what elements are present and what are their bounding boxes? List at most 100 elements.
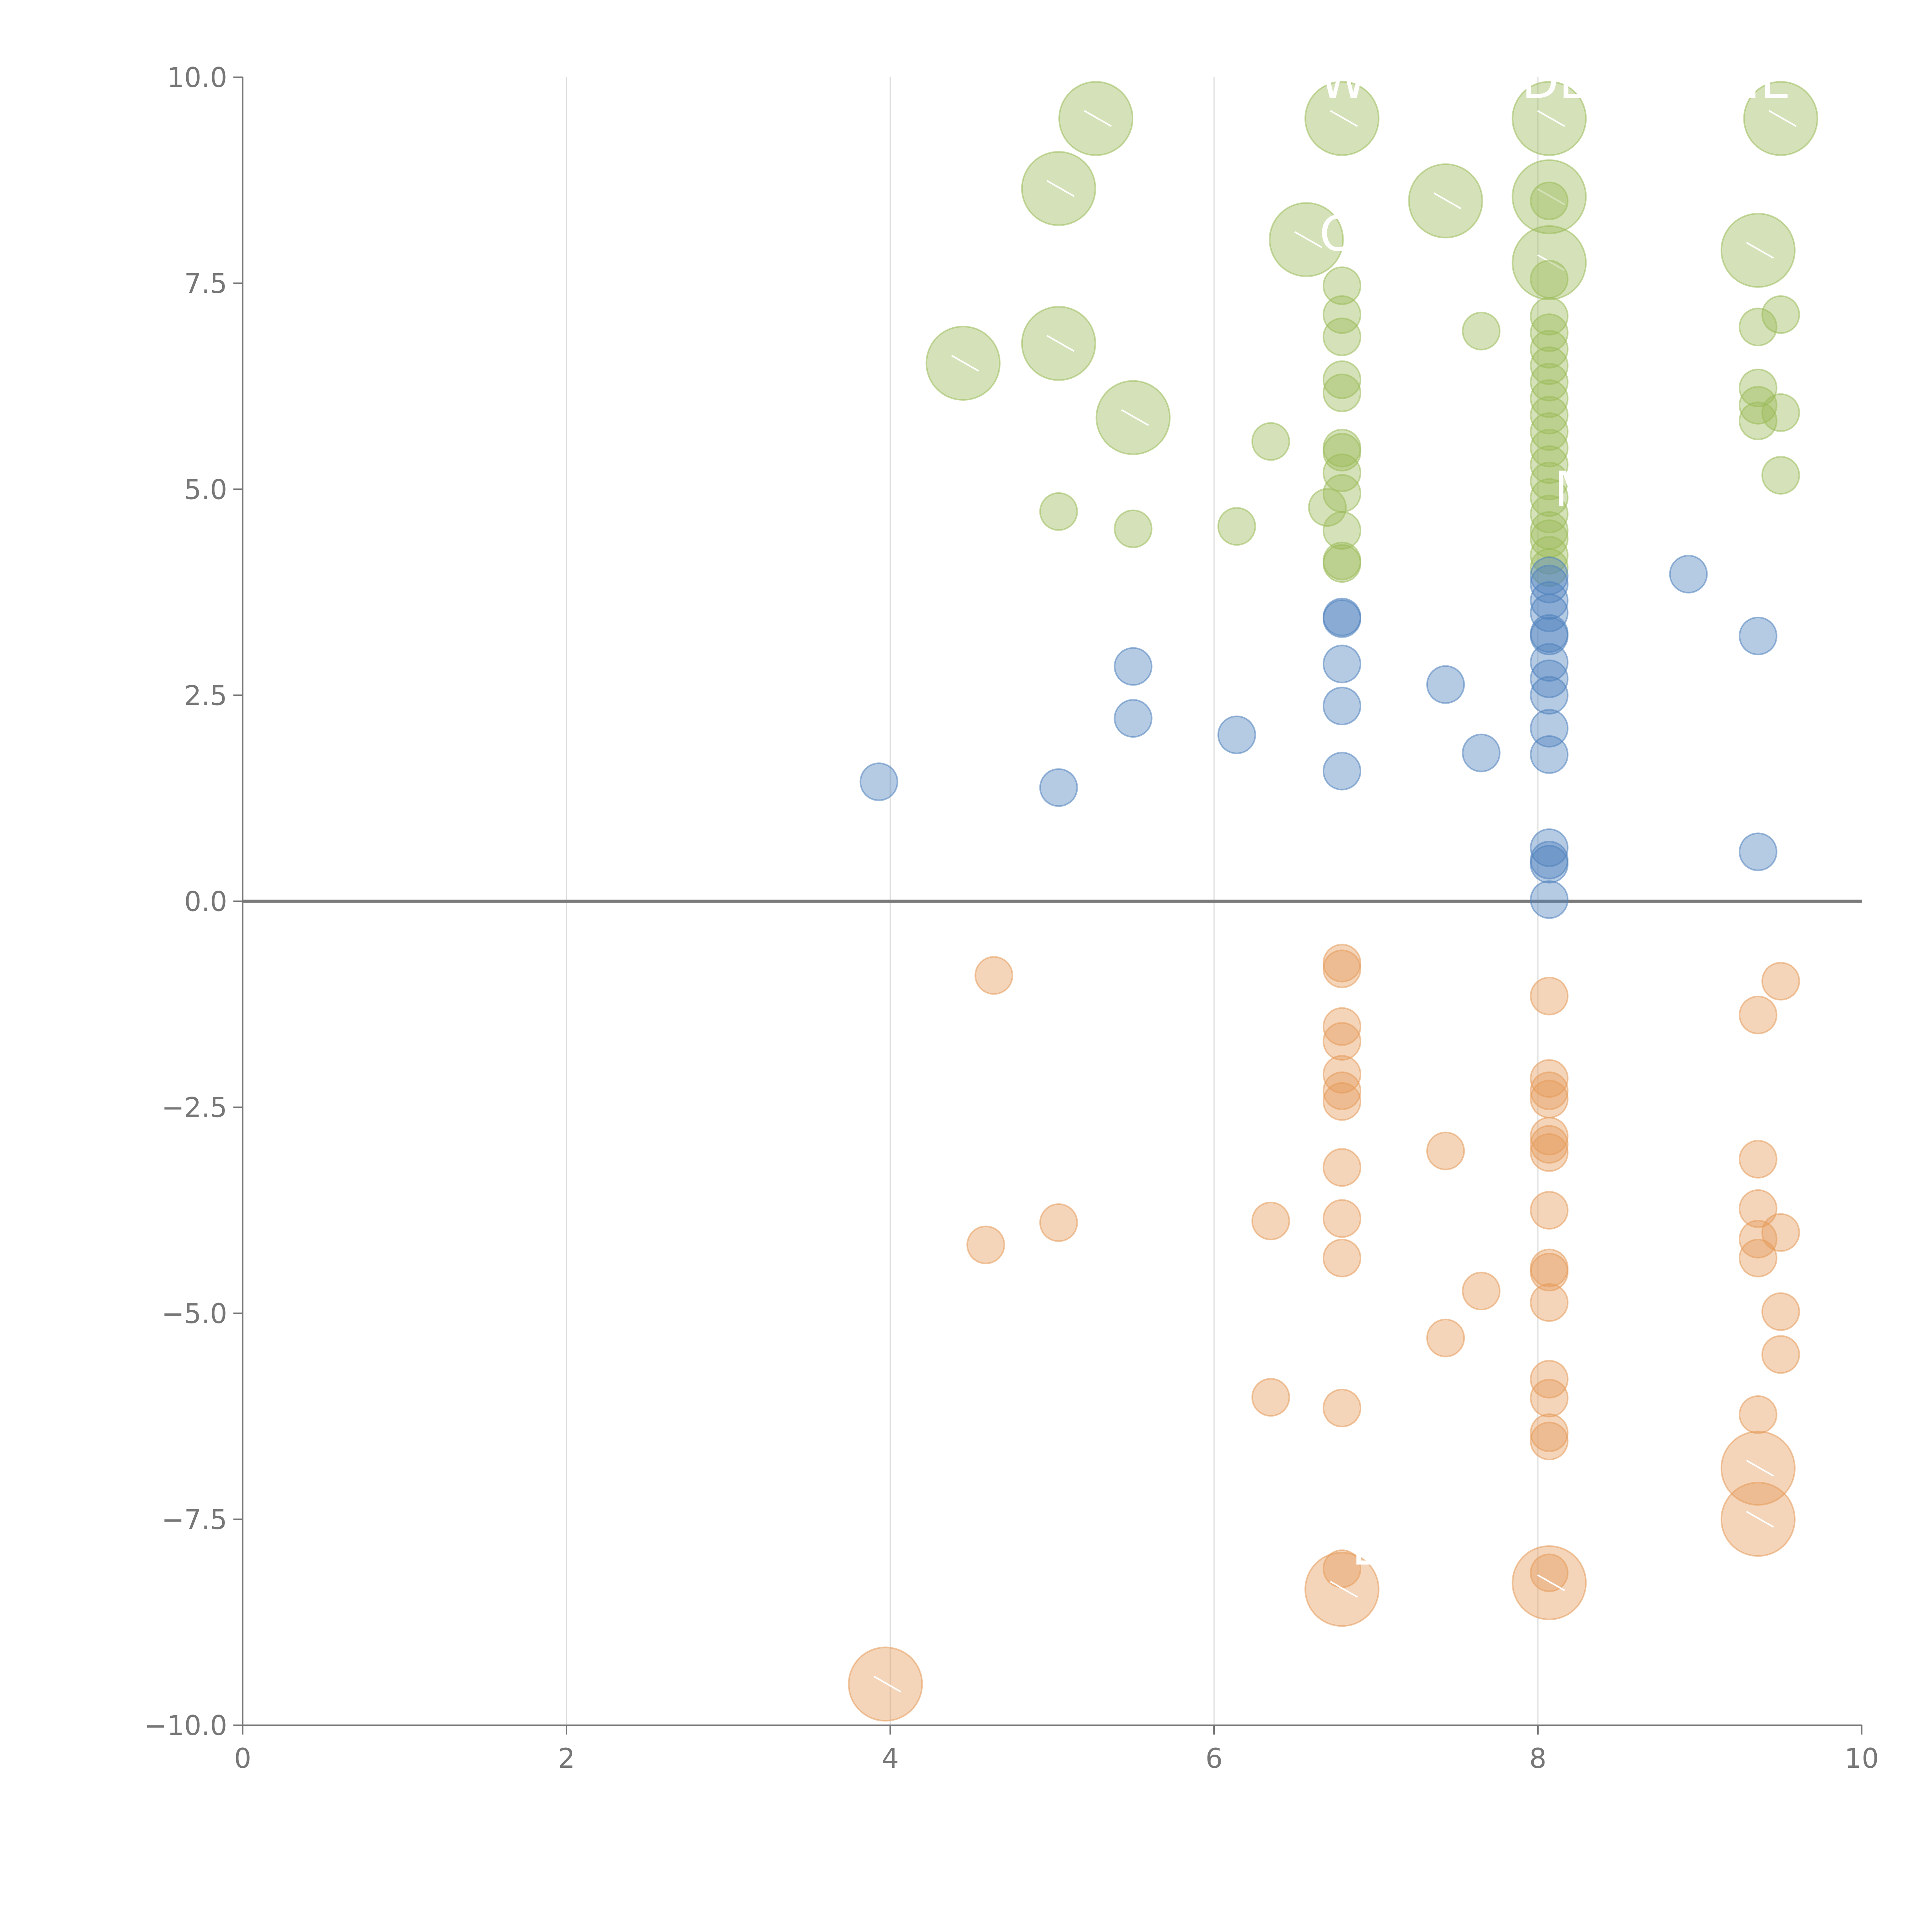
data-point-orange xyxy=(1323,1022,1362,1061)
data-point-blue xyxy=(1530,659,1569,698)
data-point-green xyxy=(1323,544,1362,583)
data-point-orange xyxy=(1323,1071,1362,1110)
data-point-orange xyxy=(1530,1125,1569,1164)
data-point-green xyxy=(1530,396,1569,435)
data-point-green xyxy=(1530,346,1569,385)
data-point-orange xyxy=(1426,1318,1465,1357)
data-point-orange xyxy=(1530,1191,1569,1230)
data-point-green xyxy=(1251,422,1290,461)
data-point-orange xyxy=(975,956,1014,995)
data-point-green xyxy=(1095,380,1171,455)
y-tick-label: −10.0 xyxy=(144,1710,227,1742)
leader-line xyxy=(951,355,979,372)
x-tick-label: 10 xyxy=(1844,1743,1879,1774)
leader-line xyxy=(1121,409,1149,426)
data-point-green xyxy=(1530,412,1569,451)
x-tick-label: 8 xyxy=(1529,1743,1547,1774)
data-point-blue xyxy=(1530,565,1569,604)
x-tick-label: 4 xyxy=(882,1743,899,1774)
bubble-label: O xyxy=(1319,206,1357,262)
data-point-green xyxy=(1512,81,1587,156)
data-point-green xyxy=(1323,266,1362,305)
data-point-green xyxy=(1308,488,1347,527)
y-tick-label: 5.0 xyxy=(184,474,227,505)
leader-line xyxy=(1046,335,1075,352)
data-point-blue xyxy=(1530,845,1569,884)
data-point-green xyxy=(1304,81,1380,156)
data-point-blue xyxy=(1217,715,1256,754)
data-point-blue xyxy=(1738,616,1777,655)
data-point-blue xyxy=(1530,616,1569,655)
leader-line xyxy=(1537,254,1565,271)
data-point-orange xyxy=(1738,995,1777,1034)
data-point-orange xyxy=(1251,1201,1290,1240)
leader-line xyxy=(1046,180,1075,197)
data-point-orange xyxy=(1462,1272,1501,1311)
data-point-green xyxy=(1530,548,1569,587)
data-point-orange xyxy=(1530,1253,1569,1292)
leader-line xyxy=(1084,110,1112,127)
data-point-green xyxy=(1530,260,1569,299)
y-tick-label: 2.5 xyxy=(184,680,227,711)
data-point-green xyxy=(1323,373,1362,412)
data-point-green xyxy=(1269,202,1344,277)
data-point-orange xyxy=(1323,1549,1362,1588)
data-point-blue xyxy=(1426,665,1465,704)
data-point-green xyxy=(1743,81,1818,156)
leader-line xyxy=(1294,231,1322,248)
data-point-green xyxy=(1408,163,1483,238)
data-point-green xyxy=(1738,386,1777,425)
data-point-blue xyxy=(1530,709,1569,748)
leader-line xyxy=(1537,110,1565,127)
bubble-label: WO xyxy=(1319,53,1405,109)
data-point-green xyxy=(1530,330,1569,369)
data-point-green xyxy=(1217,507,1256,546)
data-point-orange xyxy=(1738,1189,1777,1228)
data-point-orange xyxy=(1720,1481,1796,1557)
data-point-orange xyxy=(1761,1292,1800,1331)
data-point-orange xyxy=(1530,976,1569,1015)
data-point-green xyxy=(1530,536,1569,575)
data-point-green xyxy=(1738,308,1777,347)
data-point-orange xyxy=(1530,1133,1569,1172)
x-tick-label: 0 xyxy=(234,1743,252,1774)
data-point-orange xyxy=(1738,1139,1777,1179)
data-point-orange xyxy=(1426,1131,1465,1170)
data-point-blue xyxy=(1530,594,1569,633)
data-point-blue xyxy=(1669,554,1708,594)
data-point-blue xyxy=(1114,647,1153,686)
leader-line xyxy=(1434,192,1462,209)
data-point-green xyxy=(1530,313,1569,352)
leader-line xyxy=(1769,110,1797,127)
y-tick-label: −5.0 xyxy=(162,1298,227,1330)
data-point-green xyxy=(1021,306,1096,381)
data-point-green xyxy=(1530,478,1569,517)
data-point-orange xyxy=(1512,1545,1587,1621)
leader-line xyxy=(873,1675,901,1693)
data-point-orange xyxy=(1530,1117,1569,1156)
data-point-orange xyxy=(1323,1082,1362,1121)
annotations: WO DE NE O M E xyxy=(1319,53,1791,1576)
leader-line xyxy=(1746,1511,1774,1528)
data-point-blue xyxy=(1462,733,1501,772)
leader-line xyxy=(1746,1459,1774,1477)
data-point-blue xyxy=(1738,832,1777,871)
data-point-orange xyxy=(1530,1553,1569,1592)
data-point-green xyxy=(1530,363,1569,402)
data-point-orange xyxy=(1761,1213,1800,1252)
data-point-green xyxy=(1114,509,1153,548)
data-point-blue xyxy=(1530,735,1569,774)
data-point-green xyxy=(1323,295,1362,334)
data-point-orange xyxy=(1530,1071,1569,1110)
data-point-orange xyxy=(1761,962,1800,1001)
data-point-orange xyxy=(1323,1007,1362,1046)
data-point-orange xyxy=(1323,949,1362,988)
data-point-green xyxy=(1530,461,1569,500)
y-tick-label: −7.5 xyxy=(162,1504,227,1536)
data-points xyxy=(848,81,1818,1722)
data-point-green xyxy=(1530,379,1569,418)
data-point-green xyxy=(1761,456,1800,495)
bubble-label: NE xyxy=(1724,53,1791,109)
data-point-blue xyxy=(1323,599,1362,638)
data-point-green xyxy=(1512,159,1587,235)
